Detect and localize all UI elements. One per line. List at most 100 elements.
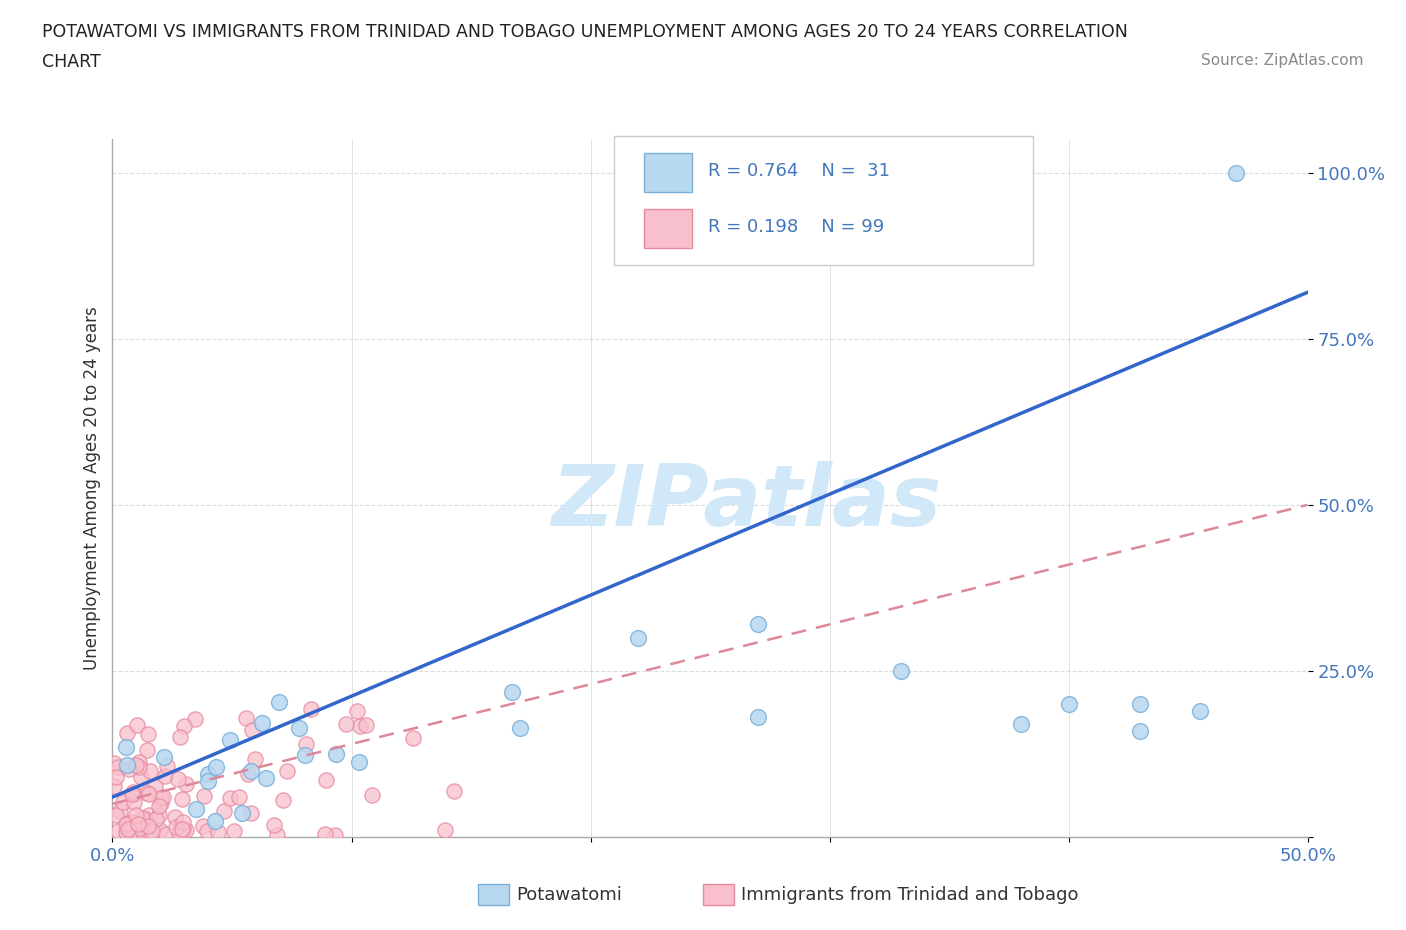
Point [139, 764, 162, 778]
Point [125, 758, 148, 773]
Point [138, 824, 160, 839]
Point [131, 811, 153, 826]
Point [115, 827, 138, 842]
Point [120, 824, 142, 839]
Point [174, 822, 197, 837]
Point [240, 805, 263, 820]
Point [207, 825, 229, 840]
Point [136, 786, 159, 801]
Point [117, 725, 139, 740]
Point [276, 764, 298, 778]
Point [138, 787, 160, 802]
Point [1129, 697, 1152, 711]
Point [115, 825, 138, 840]
Point [890, 663, 912, 678]
Point [148, 808, 170, 823]
Point [120, 818, 142, 833]
Point [433, 822, 456, 837]
Point [138, 726, 160, 741]
Point [197, 767, 219, 782]
Point [111, 794, 134, 809]
Point [443, 784, 465, 799]
Point [627, 631, 650, 645]
Point [107, 760, 129, 775]
Point [173, 718, 195, 733]
Point [145, 812, 167, 827]
Text: Immigrants from Trinidad and Tobago: Immigrants from Trinidad and Tobago [741, 885, 1078, 904]
Point [134, 812, 156, 827]
Point [239, 764, 262, 778]
Point [240, 723, 263, 737]
Point [110, 804, 132, 818]
Point [127, 718, 149, 733]
Point [254, 771, 277, 786]
Point [122, 787, 145, 802]
Point [228, 790, 250, 804]
Point [143, 778, 166, 793]
Point [1225, 166, 1247, 180]
Point [125, 807, 148, 822]
Point [172, 815, 194, 830]
Point [115, 740, 138, 755]
Point [325, 747, 347, 762]
Point [222, 824, 245, 839]
Point [172, 822, 194, 837]
FancyBboxPatch shape [614, 136, 1032, 265]
Point [314, 827, 336, 842]
Point [195, 824, 218, 839]
Point [1129, 724, 1152, 738]
Point [335, 717, 357, 732]
Point [204, 814, 226, 829]
Point [299, 701, 322, 716]
Point [354, 718, 377, 733]
Point [122, 785, 145, 800]
Point [509, 720, 531, 735]
Point [117, 816, 139, 830]
Point [172, 791, 194, 806]
Point [150, 790, 173, 805]
Text: Source: ZipAtlas.com: Source: ZipAtlas.com [1201, 53, 1364, 68]
Point [402, 731, 425, 746]
Point [104, 807, 127, 822]
Point [1189, 703, 1212, 718]
Point [117, 821, 139, 836]
Point [155, 768, 177, 783]
Point [167, 771, 190, 786]
Point [236, 766, 259, 781]
Point [169, 823, 191, 838]
Y-axis label: Unemployment Among Ages 20 to 24 years: Unemployment Among Ages 20 to 24 years [83, 306, 101, 671]
Point [501, 685, 523, 700]
Point [103, 755, 125, 770]
Point [212, 804, 235, 818]
Bar [644, 209, 692, 247]
Point [1010, 717, 1032, 732]
Point [141, 824, 163, 839]
Point [132, 828, 155, 843]
Point [165, 809, 187, 824]
Point [266, 827, 288, 842]
Point [128, 754, 150, 769]
Point [243, 751, 266, 766]
Point [121, 815, 143, 830]
Point [269, 694, 291, 709]
Point [231, 805, 253, 820]
Point [235, 711, 257, 725]
Point [152, 790, 174, 804]
Point [1057, 697, 1080, 711]
Text: ZIPatlas: ZIPatlas [551, 460, 941, 544]
Point [205, 760, 228, 775]
Point [295, 737, 318, 751]
Text: CHART: CHART [42, 53, 101, 71]
Point [747, 617, 769, 631]
Text: R = 0.198    N = 99: R = 0.198 N = 99 [707, 218, 884, 235]
Point [186, 802, 208, 817]
Point [103, 778, 125, 793]
Point [148, 799, 170, 814]
Point [288, 721, 311, 736]
Point [118, 762, 141, 777]
Point [124, 794, 146, 809]
Point [156, 759, 179, 774]
Point [349, 754, 371, 769]
Point [183, 711, 205, 726]
Point [165, 819, 187, 834]
